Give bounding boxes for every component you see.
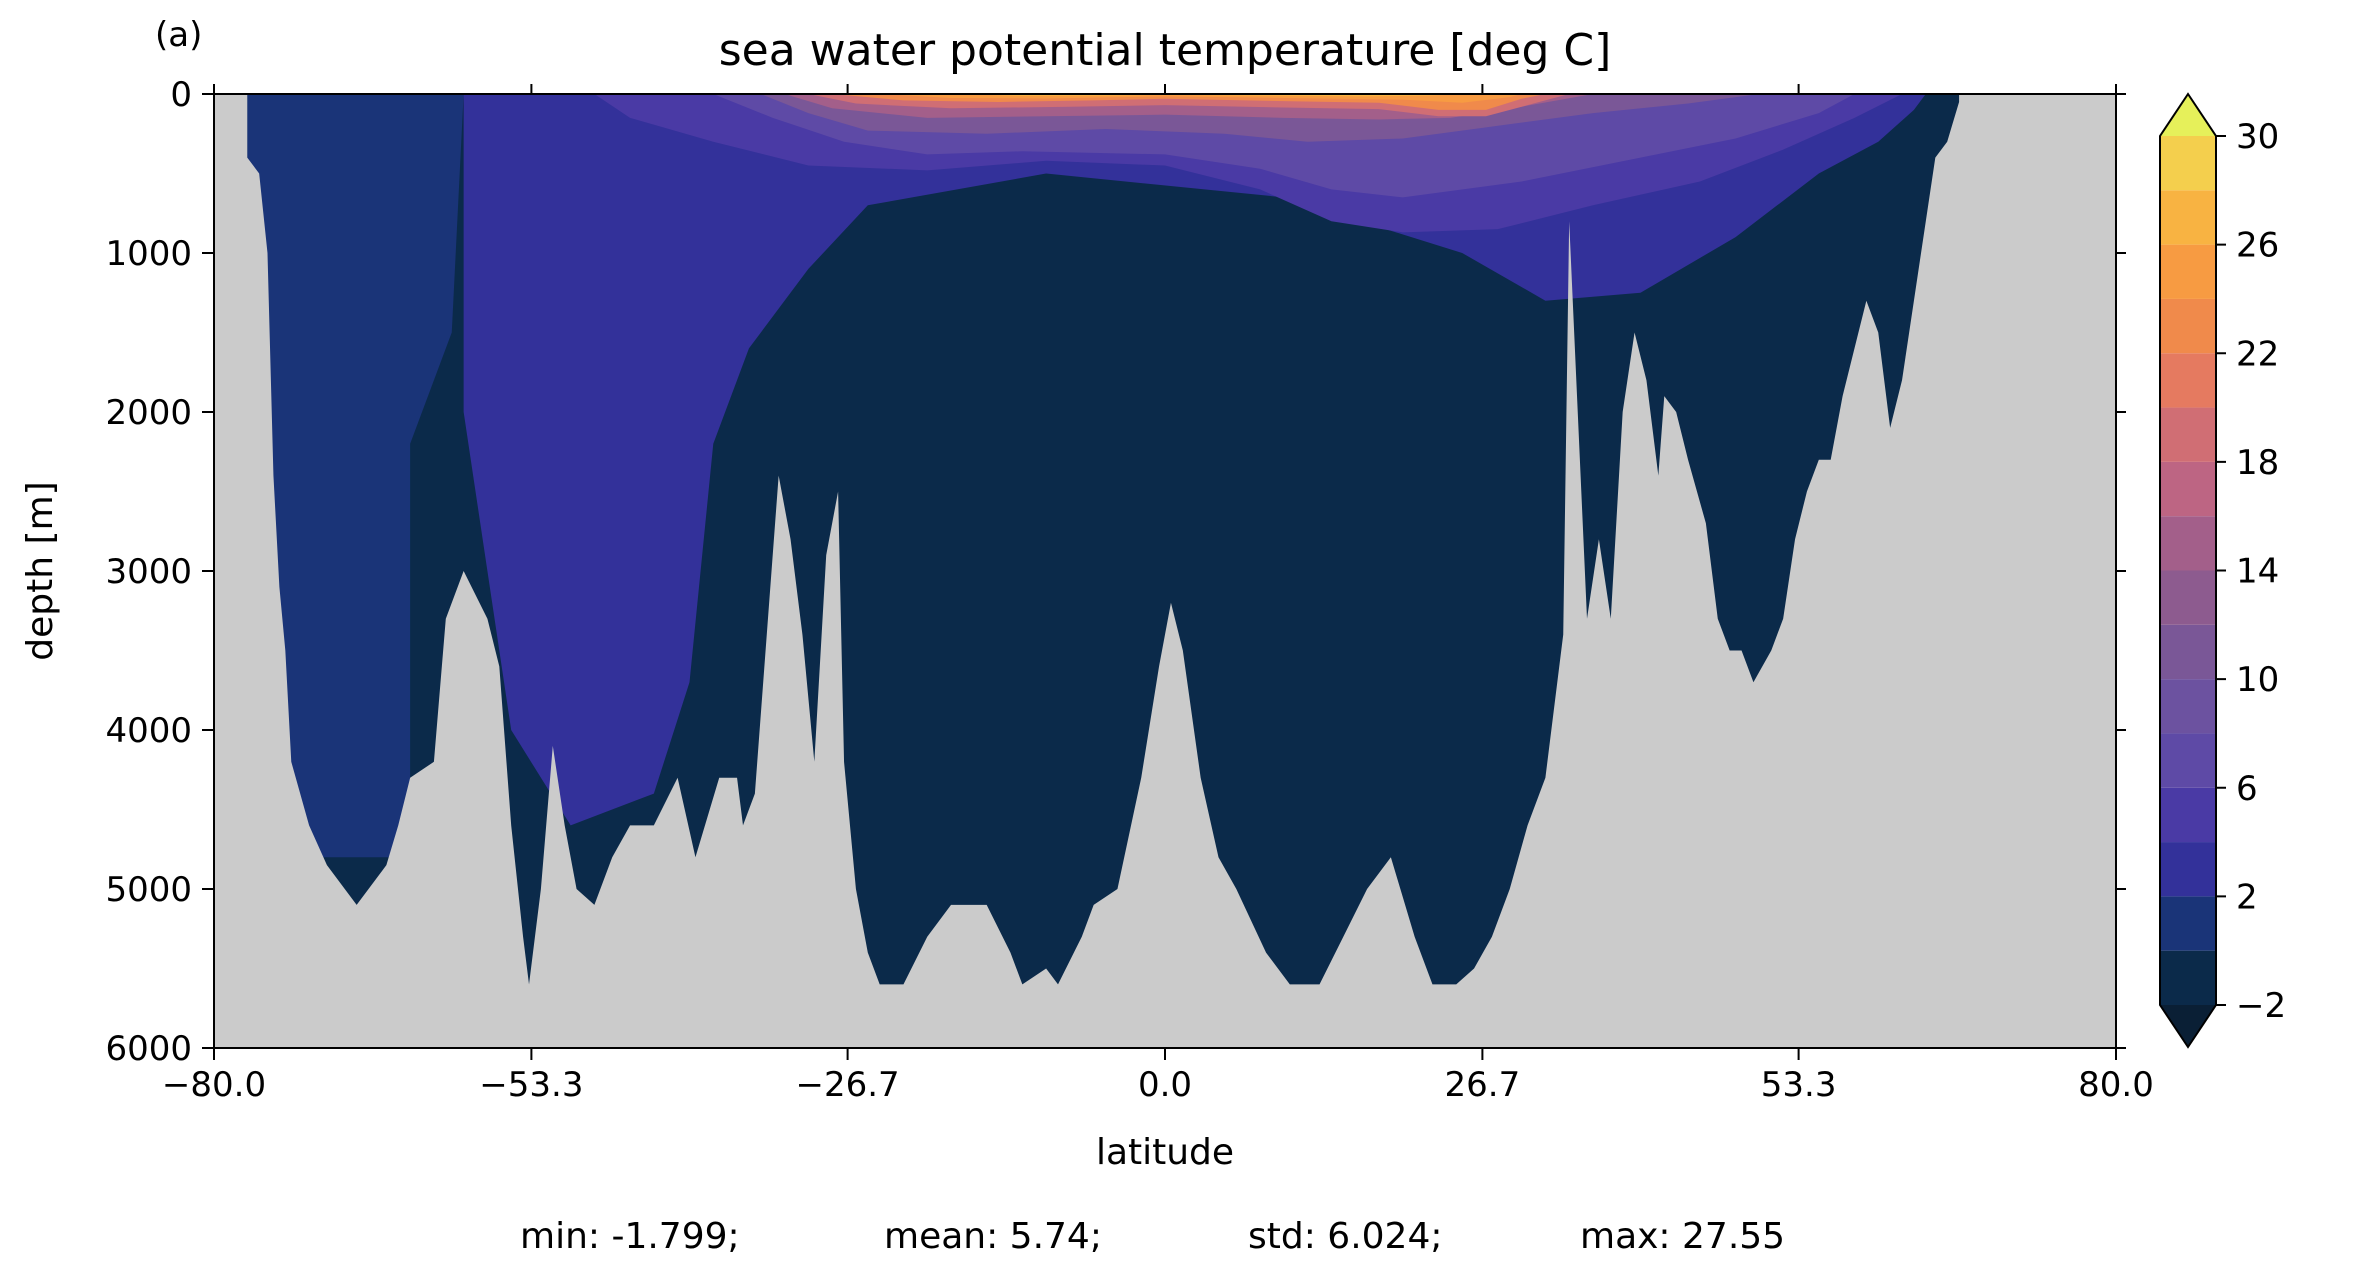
colorbar-tick-label: 30	[2236, 117, 2279, 157]
y-tick-label: 2000	[105, 393, 192, 433]
x-tick-label: 80.0	[2078, 1065, 2154, 1105]
colorbar-bin	[2160, 190, 2216, 245]
colorbar-tick-label: 6	[2236, 769, 2258, 809]
x-tick-label: 26.7	[1445, 1065, 1521, 1105]
y-axis: 0 1000 2000 3000 4000 5000 6000	[105, 75, 2126, 1069]
colorbar-bin	[2160, 570, 2216, 625]
y-tick-label: 1000	[105, 234, 192, 274]
stat-min: min: -1.799;	[520, 1216, 740, 1257]
colorbar-bin	[2160, 733, 2216, 788]
colorbar-bin	[2160, 461, 2216, 517]
colorbar-bin	[2160, 407, 2216, 462]
colorbar-bin	[2160, 896, 2216, 951]
colorbar-tick-label: 18	[2236, 443, 2279, 483]
colorbar-extend-min	[2160, 1005, 2216, 1047]
stat-mean: mean: 5.74;	[884, 1216, 1102, 1257]
x-tick-label: −53.3	[479, 1065, 583, 1105]
colorbar-tick-label: 14	[2236, 552, 2279, 592]
x-tick-label: 53.3	[1761, 1065, 1837, 1105]
colorbar-tick-label: 26	[2236, 226, 2279, 266]
colorbar-tick-label: −2	[2236, 986, 2286, 1026]
y-tick-label: 4000	[105, 711, 192, 751]
isotherm-region-2	[463, 94, 1926, 826]
x-axis-label: latitude	[1096, 1132, 1234, 1173]
colorbar-tick-label: 2	[2236, 877, 2258, 917]
colorbar-bin	[2160, 787, 2216, 843]
sea-floor-mask	[214, 94, 2116, 1048]
stats-line: min: -1.799; mean: 5.74; std: 6.024; max…	[520, 1216, 1785, 1257]
colorbar-bin	[2160, 624, 2216, 680]
colorbar-bin	[2160, 298, 2216, 354]
colorbar-tick-label: 22	[2236, 334, 2279, 374]
x-axis: −80.0 −53.3 −26.7 0.0 26.7 53.3 80.0	[162, 84, 2154, 1105]
y-tick-label: 3000	[105, 552, 192, 592]
y-tick-label: 0	[170, 75, 192, 115]
colorbar-bin	[2160, 244, 2216, 299]
colorbar-tick-label: 10	[2236, 660, 2279, 700]
panel-label: (a)	[155, 15, 202, 55]
plot-area	[214, 94, 2116, 1048]
x-tick-label: −80.0	[162, 1065, 266, 1105]
colorbar-bin	[2160, 516, 2216, 571]
colorbar-bin	[2160, 136, 2216, 191]
x-tick-label: −26.7	[796, 1065, 900, 1105]
colorbar-bin	[2160, 950, 2216, 1005]
stat-max: max: 27.55	[1580, 1216, 1785, 1257]
temperature-field	[247, 94, 1926, 858]
colorbar-extend-max	[2160, 94, 2216, 136]
y-tick-label: 6000	[105, 1029, 192, 1069]
chart-title: sea water potential temperature [deg C]	[719, 25, 1612, 76]
isotherm-region-0	[247, 94, 464, 858]
stat-std: std: 6.024;	[1248, 1216, 1442, 1257]
colorbar-bin	[2160, 353, 2216, 408]
y-tick-label: 5000	[105, 870, 192, 910]
colorbar-bin	[2160, 842, 2216, 897]
colorbar-bin	[2160, 679, 2216, 734]
x-tick-label: 0.0	[1138, 1065, 1192, 1105]
y-axis-label: depth [m]	[20, 481, 61, 660]
